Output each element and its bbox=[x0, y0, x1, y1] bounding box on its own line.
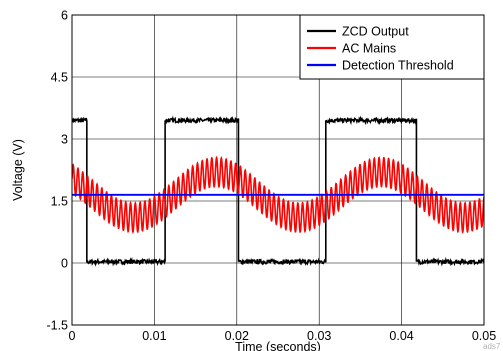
legend-label: Detection Threshold bbox=[342, 59, 454, 73]
x-tick-label: 0.01 bbox=[142, 329, 166, 343]
x-axis-label: Time (seconds) bbox=[235, 340, 321, 351]
series-ac-mains bbox=[72, 155, 484, 234]
legend-label: ZCD Output bbox=[342, 25, 409, 39]
x-axis-ticks: 0 0.01 0.02 0.03 0.04 0.05 bbox=[69, 329, 497, 343]
x-tick-label: 0.03 bbox=[307, 329, 331, 343]
x-tick-label: 0.04 bbox=[389, 329, 413, 343]
y-tick-label: 1.5 bbox=[51, 195, 68, 209]
series-zcd-output bbox=[72, 115, 484, 267]
x-tick-label: 0.02 bbox=[225, 329, 249, 343]
legend-label: AC Mains bbox=[342, 42, 396, 56]
plot-frame bbox=[71, 14, 485, 326]
x-tick-label: 0 bbox=[69, 329, 76, 343]
watermark: ads7 bbox=[483, 342, 501, 351]
legend: ZCD Output AC Mains Detection Threshold bbox=[299, 14, 485, 80]
y-tick-label: 0 bbox=[61, 257, 68, 271]
y-axis-ticks: -1.5 0 1.5 3 4.5 6 bbox=[46, 9, 68, 333]
x-tick-label: 0.05 bbox=[472, 329, 496, 343]
y-tick-label: 6 bbox=[61, 9, 68, 23]
y-tick-label: -1.5 bbox=[46, 319, 68, 333]
plot-area bbox=[72, 115, 484, 267]
y-tick-label: 4.5 bbox=[51, 71, 68, 85]
y-axis-label: Voltage (V) bbox=[11, 139, 25, 201]
y-tick-label: 3 bbox=[61, 133, 68, 147]
